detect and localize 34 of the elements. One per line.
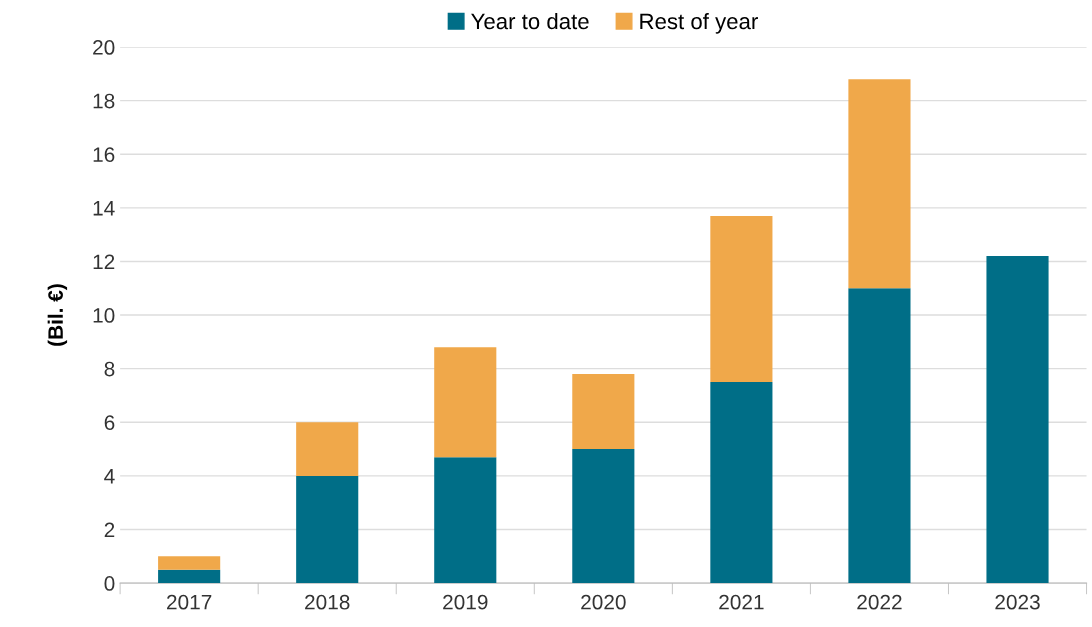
bar [710,382,773,584]
bar [434,347,497,458]
y-tick-label: 18 [93,93,115,109]
bar [848,79,911,289]
bar [296,475,359,584]
bar [848,288,911,584]
legend-label: Rest of year [640,13,758,34]
y-tick-label: 20 [93,40,115,55]
y-tick-label: 4 [104,469,115,484]
x-tick-label: 2023 [995,594,1040,610]
bar [572,374,635,450]
x-tick-label: 2019 [443,594,488,610]
y-tick-label: 14 [93,201,115,216]
x-tick-label: 2022 [857,594,902,610]
y-tick-label: 8 [104,361,115,377]
bar [434,457,497,584]
x-tick-label: 2020 [581,594,626,610]
x-tick-label: 2018 [305,594,350,610]
bar [710,215,773,383]
x-tick-label: 2021 [719,594,764,610]
bar [296,422,359,476]
bar [986,256,1049,584]
y-tick-label: 6 [104,415,115,431]
y-tick-label: 0 [104,576,115,591]
bar [158,556,221,570]
x-tick-label: 2017 [167,594,212,610]
bar [158,569,221,584]
y-tick-label: 2 [104,522,115,538]
y-tick-label: 16 [93,147,115,162]
legend-label: Year to date [471,12,589,30]
y-axis-title: (Bil. €) [47,284,68,346]
bar [572,449,635,584]
y-tick-label: 12 [93,254,115,270]
y-tick-label: 10 [93,308,115,323]
